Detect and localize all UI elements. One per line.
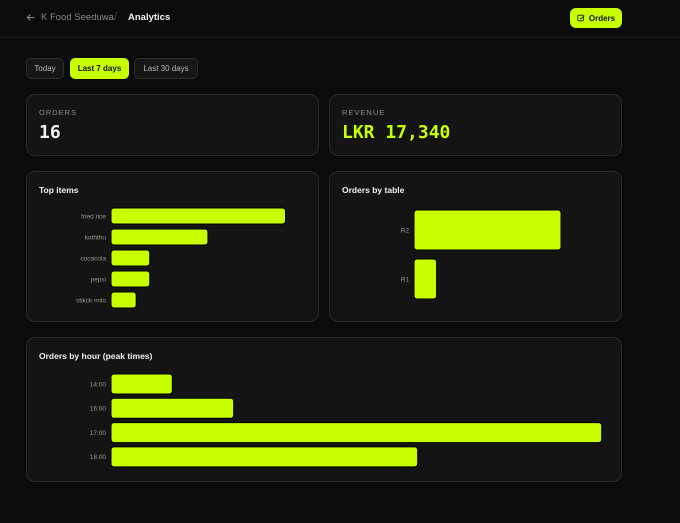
top-items-tick-pepsi: pepsi <box>90 276 106 283</box>
orders-button[interactable]: Orders <box>570 8 622 28</box>
range-last-30-days[interactable]: Last 30 days <box>134 58 198 79</box>
hour-tick-14-00: 14:00 <box>90 381 107 388</box>
orders-button-label: Orders <box>588 13 616 23</box>
range-last-7-days[interactable]: Last 7 days <box>70 58 129 79</box>
hour-tick-16-00: 16:00 <box>90 406 107 413</box>
breadcrumb-separator: / <box>114 11 118 23</box>
orders-kpi-card: ORDERS 16 <box>26 94 319 156</box>
top-items-bar-pepsi <box>110 270 151 288</box>
arrow-left-icon <box>26 14 35 21</box>
revenue-kpi-value: LKR 17,340 <box>342 122 451 143</box>
top-items-bar-cocacola <box>110 249 151 267</box>
top-items-bar-fried-rice <box>110 207 286 225</box>
orders-kpi-label: ORDERS <box>39 108 78 117</box>
hour-bar-16-00 <box>110 397 235 419</box>
page-title: Analytics <box>128 12 171 23</box>
edit-icon <box>577 14 585 22</box>
top-items-bar-stikck-milo <box>110 291 137 309</box>
orders-by-hour-title: Orders by hour (peak times) <box>39 351 153 361</box>
hour-bar-17-00 <box>110 422 603 444</box>
range-today[interactable]: Today <box>26 58 64 79</box>
top-items-tick-koththu: koththu <box>85 234 107 241</box>
orders-by-table-title: Orders by table <box>342 185 405 195</box>
orders-by-table-chart: R2 R1 <box>401 209 562 300</box>
hour-tick-17-00: 17:00 <box>90 430 107 437</box>
top-items-bar-koththu <box>110 228 209 246</box>
hour-bar-14-00 <box>110 373 173 395</box>
hour-tick-18-00: 18:00 <box>90 454 107 461</box>
top-bar: K Food Seeduwa / Analytics Orders <box>0 0 680 38</box>
top-items-tick-fried-rice: fried rice <box>81 213 106 220</box>
table-tick-r2: R2 <box>401 227 410 234</box>
top-items-chart: fried rice koththu cocacola pepsi stikck mil… <box>76 207 286 309</box>
top-items-title: Top items <box>39 185 79 195</box>
orders-by-hour-chart: 14:00 16:00 17:00 18:00 <box>90 373 603 468</box>
table-tick-r1: R1 <box>401 276 410 283</box>
orders-by-table-card: Orders by table R2 R1 <box>329 171 622 322</box>
top-items-tick-cocacola: cocacola <box>80 255 106 262</box>
top-items-tick-stikck-milo: stikck milo <box>76 297 106 304</box>
hour-bar-18-00 <box>110 446 419 468</box>
top-items-card: Top items fried rice koththu cocacola pepsi… <box>26 171 319 322</box>
table-bar-r1 <box>413 258 438 300</box>
back-link[interactable]: K Food Seeduwa <box>26 12 114 23</box>
table-bar-r2 <box>413 209 562 251</box>
revenue-kpi-card: REVENUE LKR 17,340 <box>329 94 622 156</box>
orders-kpi-value: 16 <box>39 122 61 143</box>
back-label: K Food Seeduwa <box>41 12 114 23</box>
revenue-kpi-label: REVENUE <box>342 108 386 117</box>
orders-by-hour-card: Orders by hour (peak times) 14:00 16:00 17… <box>26 337 622 482</box>
